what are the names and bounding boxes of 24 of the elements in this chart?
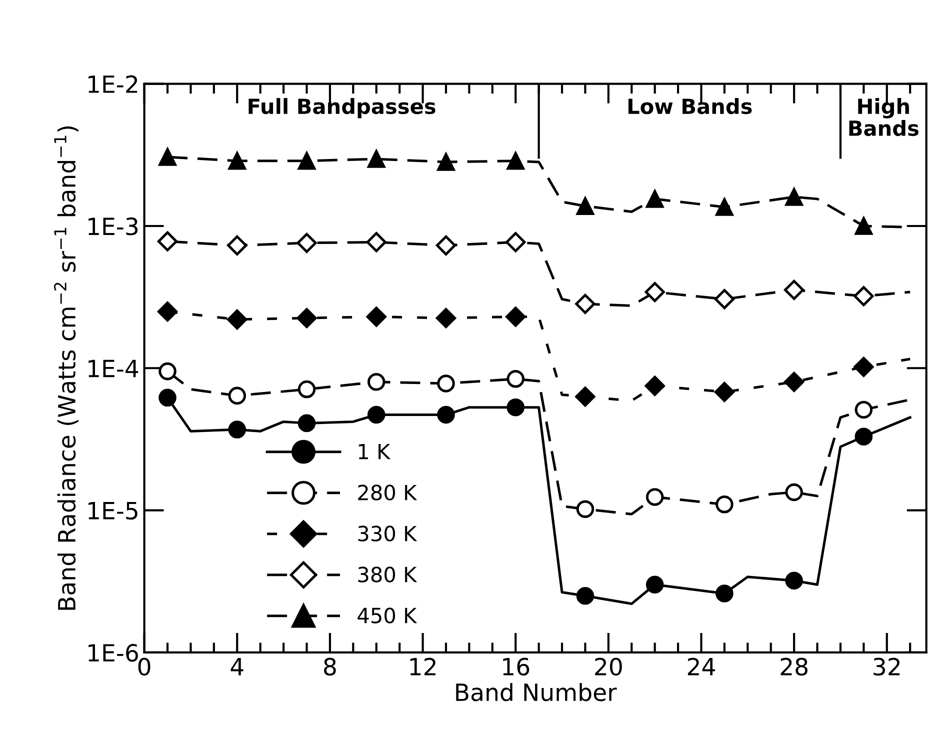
annotation: Full Bandpasses xyxy=(248,98,436,118)
x-tick-label: 24 xyxy=(688,658,715,676)
x-tick-label: 4 xyxy=(230,658,244,676)
x-tick-label: 0 xyxy=(138,658,150,676)
x-tick-label: 8 xyxy=(324,658,336,676)
x-tick-label: 28 xyxy=(780,658,808,676)
x-tick-label: 16 xyxy=(503,658,530,676)
y-tick-label: 1E-5 xyxy=(88,502,138,520)
legend-label: 1 K xyxy=(358,444,391,460)
x-tick-label: 32 xyxy=(874,658,900,676)
y-tick-label: 1E-3 xyxy=(88,217,138,236)
x-tick-label: 12 xyxy=(410,658,436,676)
x-axis-title: Band Number xyxy=(456,682,617,702)
x-tick-label: 20 xyxy=(595,658,622,676)
y-tick-label: 1E-6 xyxy=(88,644,138,662)
y-tick-label: 1E-4 xyxy=(88,360,138,378)
y-axis-title: Band Radiance (Watts cm$^{−2}$ sr$^{−1}$ band$^{−1}$) xyxy=(54,126,78,610)
legend-label: 380 K xyxy=(358,566,418,582)
y-tick-label: 1E-2 xyxy=(88,75,138,93)
legend-label: 330 K xyxy=(358,526,418,542)
annotation: High Bands xyxy=(849,98,918,136)
annotation: Low Bands xyxy=(628,98,752,114)
legend-label: 450 K xyxy=(358,608,418,624)
legend-label: 280 K xyxy=(358,484,418,500)
